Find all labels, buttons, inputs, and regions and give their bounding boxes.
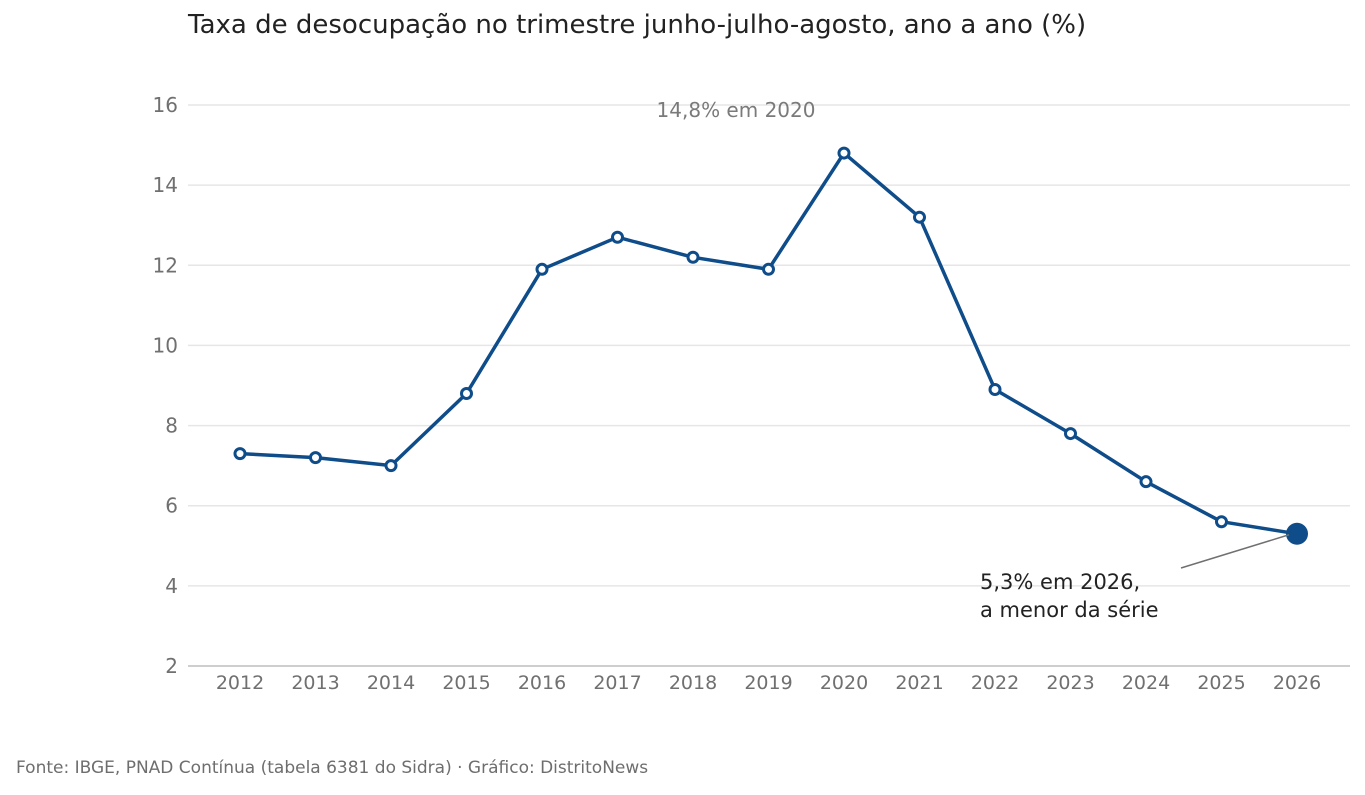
data-point (1139, 475, 1153, 489)
x-tick-label: 2014 (367, 672, 415, 694)
x-tick-label: 2023 (1046, 672, 1094, 694)
x-tick-label: 2012 (216, 672, 264, 694)
annotation-minimum: 5,3% em 2026, a menor da série (980, 570, 1159, 622)
x-tick-label: 2017 (593, 672, 641, 694)
x-tick-label: 2022 (971, 672, 1019, 694)
x-tick-label: 2013 (291, 672, 339, 694)
data-point (686, 250, 700, 264)
gridlines (188, 104, 1350, 587)
y-tick-label: 8 (165, 414, 178, 438)
y-tick-label: 12 (153, 253, 178, 277)
data-point (988, 383, 1002, 397)
x-tick-label: 2021 (895, 672, 943, 694)
data-point (384, 459, 398, 473)
y-tick-label: 16 (153, 93, 178, 117)
annotation-minimum-line-1: 5,3% em 2026, (980, 570, 1140, 594)
x-tick-label: 2020 (820, 672, 868, 694)
data-point (913, 210, 926, 224)
y-tick-label: 6 (165, 494, 178, 518)
data-point (1064, 427, 1077, 441)
y-tick-label: 4 (165, 574, 178, 598)
data-point (762, 262, 775, 276)
data-point (233, 447, 247, 461)
data-point (309, 451, 322, 465)
x-tick-label: 2016 (518, 672, 566, 694)
x-tick-label: 2024 (1122, 672, 1170, 694)
x-tick-label: 2018 (669, 672, 717, 694)
y-axis-ticks: 2 4 6 8 10 12 14 16 (153, 93, 178, 678)
x-tick-label: 2015 (442, 672, 490, 694)
chart-title: Taxa de desocupação no trimestre junho-j… (188, 10, 1087, 40)
data-point (535, 262, 549, 276)
data-point-highlight (1286, 522, 1308, 545)
y-tick-label: 14 (153, 173, 178, 197)
source-note: Fonte: IBGE, PNAD Contínua (tabela 6381 … (16, 758, 649, 778)
x-axis-ticks: 2012 2013 2014 2015 2016 2017 2018 2019 2020 2021… (216, 672, 1321, 694)
annotation-leader-line (1180, 534, 1290, 569)
data-point (837, 146, 851, 160)
x-tick-label: 2026 (1273, 672, 1321, 694)
x-tick-label: 2025 (1197, 672, 1245, 694)
data-point (611, 230, 624, 244)
annotation-peak: 14,8% em 2020 (657, 98, 816, 122)
data-point (1215, 515, 1228, 529)
data-points (233, 146, 1308, 545)
data-point (460, 387, 473, 401)
series-line (239, 151, 1298, 536)
y-tick-label: 10 (153, 333, 178, 357)
annotation-minimum-line-2: a menor da série (980, 598, 1159, 622)
x-tick-label: 2019 (744, 672, 792, 694)
y-tick-label: 2 (165, 654, 178, 678)
